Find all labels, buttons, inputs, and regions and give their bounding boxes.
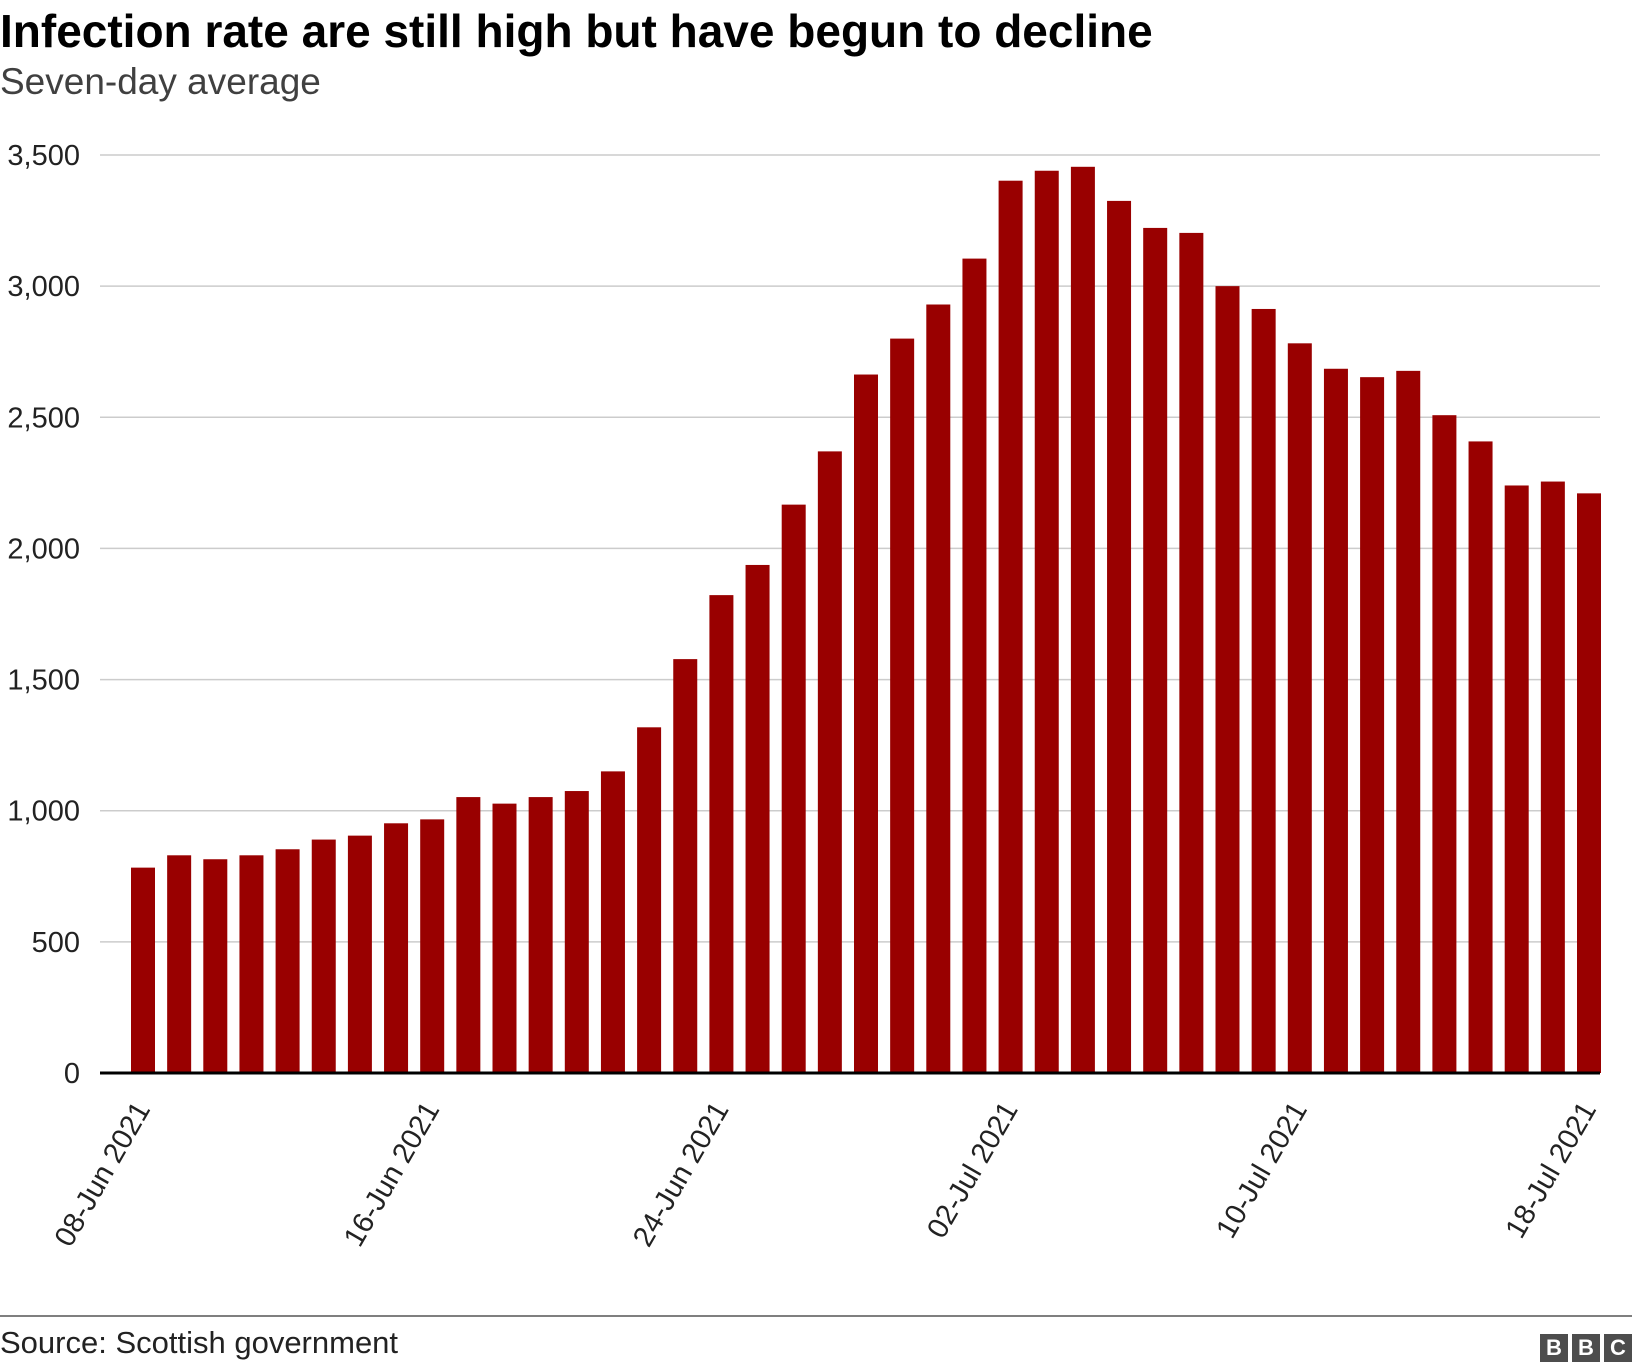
y-tick-label: 3,000 [7, 271, 80, 303]
bar [890, 338, 915, 1074]
bar [962, 258, 987, 1074]
source-note: Source: Scottish government [0, 1325, 399, 1360]
bar [1540, 481, 1565, 1073]
bar [564, 791, 589, 1073]
bar [1215, 286, 1240, 1073]
bar [1287, 343, 1312, 1073]
x-tick-label: 16-Jun 2021 [338, 1097, 446, 1253]
bar [1323, 368, 1348, 1073]
bar [492, 803, 517, 1073]
logo-letter-b1: B [1540, 1334, 1568, 1362]
bar [1468, 441, 1493, 1073]
y-tick-label: 0 [64, 1058, 80, 1090]
bar [167, 855, 192, 1073]
bar [817, 451, 842, 1073]
y-tick-label: 1,500 [7, 665, 80, 697]
bar [926, 304, 951, 1073]
logo-letter-b2: B [1572, 1334, 1600, 1362]
bar [1034, 170, 1059, 1074]
bar [1251, 308, 1276, 1074]
y-tick-label: 500 [32, 927, 80, 959]
bar [528, 797, 553, 1073]
bar [1143, 227, 1168, 1074]
bar [239, 855, 264, 1073]
logo-letter-c: C [1604, 1334, 1632, 1362]
y-axis-tick-labels: 0 500 1,000 1,500 2,000 2,500 3,000 3,500 [7, 140, 80, 1090]
bars [131, 166, 1601, 1074]
x-tick-label: 10-Jul 2021 [1210, 1097, 1313, 1244]
bar [420, 819, 445, 1073]
bar [998, 180, 1023, 1073]
bar [384, 823, 409, 1073]
y-tick-label: 1,000 [7, 796, 80, 828]
bar [1360, 377, 1385, 1073]
y-tick-label: 2,500 [7, 402, 80, 434]
footer-divider [0, 1315, 1632, 1317]
x-tick-label: 24-Jun 2021 [627, 1097, 735, 1253]
x-tick-label: 08-Jun 2021 [49, 1097, 157, 1253]
bar [456, 797, 481, 1073]
bar [347, 835, 372, 1073]
bar [1504, 485, 1529, 1074]
bar [311, 839, 336, 1073]
bar [1070, 166, 1095, 1074]
chart-title: Infection rate are still high but have b… [0, 5, 1153, 57]
bar [709, 595, 734, 1073]
bar [275, 849, 300, 1073]
bar [203, 859, 228, 1073]
bar [1577, 493, 1601, 1074]
bar [131, 867, 155, 1073]
bar [1107, 200, 1132, 1073]
bar [673, 659, 698, 1073]
bar [1179, 232, 1204, 1073]
bar [854, 374, 878, 1073]
bar [1432, 415, 1457, 1073]
bar [1396, 370, 1421, 1073]
bar [637, 727, 662, 1073]
chart-subtitle: Seven-day average [0, 61, 321, 102]
y-tick-label: 3,500 [7, 140, 80, 172]
bar [745, 564, 770, 1073]
bbc-logo: B B C [1540, 1334, 1632, 1362]
bar-chart: 0 500 1,000 1,500 2,000 2,500 3,000 3,500 08-Ju… [7, 140, 1603, 1253]
y-tick-label: 2,000 [7, 533, 80, 565]
x-axis-tick-labels: 08-Jun 2021 16-Jun 2021 24-Jun 2021 02-Jul … [49, 1097, 1603, 1253]
x-tick-label: 18-Jul 2021 [1500, 1097, 1603, 1244]
x-tick-label: 02-Jul 2021 [921, 1097, 1024, 1244]
bar [781, 504, 806, 1073]
bar [600, 771, 625, 1073]
